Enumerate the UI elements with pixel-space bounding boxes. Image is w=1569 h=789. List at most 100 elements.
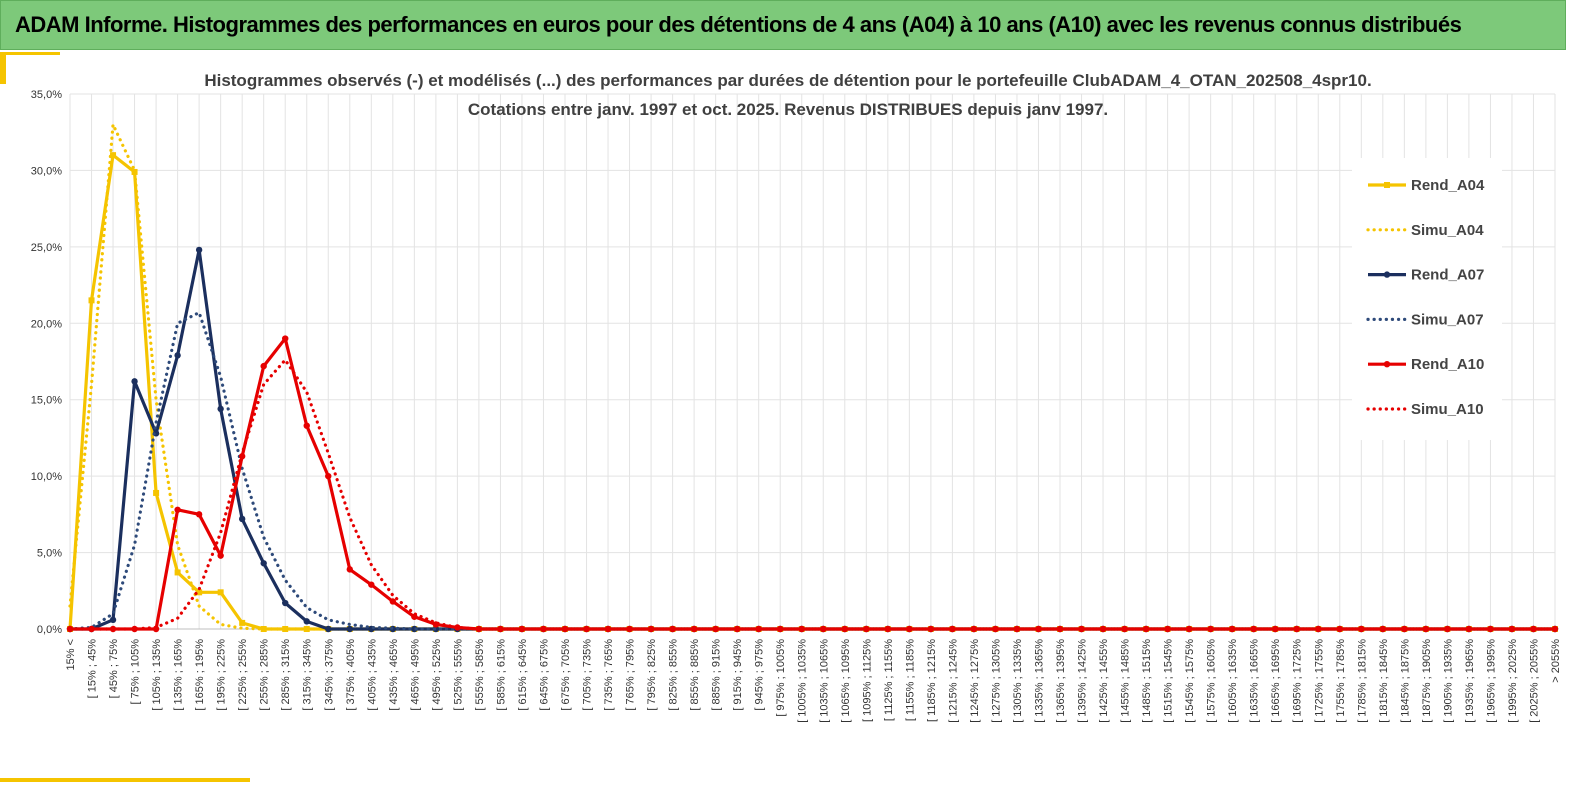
legend-label: Rend_A04 [1411, 177, 1485, 194]
x-axis-ticks: 15% < [ 15% ; 45% [ 45% ; 75% [ 75% ; 105% [… [65, 639, 1562, 723]
x-tick-label: [ 1935% ; 1965% [1464, 639, 1476, 723]
x-tick-label: [ 225% ; 255% [237, 639, 249, 711]
data-point [992, 625, 999, 633]
y-tick-label: 20,0% [31, 318, 62, 330]
data-point [411, 625, 418, 633]
data-point [217, 589, 224, 596]
data-point [325, 625, 332, 633]
data-point [712, 625, 719, 633]
legend-label: Simu_A10 [1411, 401, 1484, 418]
x-tick-label: [ 465% ; 495% [409, 639, 421, 711]
data-point [1530, 625, 1537, 633]
x-tick-label: [ 765% ; 795% [625, 639, 637, 711]
data-point [1078, 625, 1085, 633]
x-tick-label: [ 645% ; 675% [538, 639, 550, 711]
x-tick-label: [ 405% ; 435% [366, 639, 378, 711]
data-point [109, 616, 117, 624]
x-tick-label: [ 855% ; 885% [689, 639, 701, 711]
chart-title: Histogrammes observés (-) et modélisés (… [204, 71, 1371, 90]
x-tick-label: [ 615% ; 645% [517, 639, 529, 711]
data-point [88, 625, 95, 633]
data-point [195, 511, 203, 518]
series-line [68, 310, 1557, 631]
series-line [68, 122, 1557, 631]
x-tick-label: [ 1245% ; 1275% [969, 639, 981, 723]
y-tick-label: 35,0% [31, 89, 62, 101]
data-point [1315, 625, 1322, 633]
x-tick-label: [ 1305% ; 1335% [1012, 639, 1024, 723]
data-point [540, 625, 547, 633]
y-tick-label: 25,0% [31, 242, 62, 254]
x-tick-label: [ 1215% ; 1245% [947, 639, 959, 723]
data-point [174, 569, 181, 576]
x-tick-label: [ 1995% ; 2025% [1507, 639, 1519, 723]
series-Simu_A07 [68, 310, 1557, 631]
series-line [70, 336, 1555, 631]
data-point [1444, 625, 1451, 633]
data-point [131, 378, 138, 385]
x-tick-label: [ 705% ; 735% [582, 639, 594, 711]
x-tick-label: [ 315% ; 345% [302, 639, 314, 711]
banner-title: ADAM Informe. Histogrammes des performan… [15, 12, 1462, 37]
x-tick-label: [ 1485% ; 1515% [1141, 639, 1153, 723]
x-tick-label: [ 135% ; 165% [173, 639, 185, 711]
data-point [239, 619, 246, 626]
x-tick-label: [ 495% ; 525% [431, 639, 443, 711]
x-tick-label: [ 915% ; 945% [732, 639, 744, 711]
legend-label: Rend_A07 [1411, 267, 1484, 284]
series-Simu_A04 [68, 122, 1557, 631]
x-tick-label: [ 1575% ; 1605% [1206, 639, 1218, 723]
x-tick-label: [ 795% ; 825% [646, 639, 658, 711]
x-tick-label: [ 1425% ; 1455% [1098, 639, 1110, 723]
data-point [282, 335, 289, 342]
x-tick-label: [ 1545% ; 1575% [1184, 639, 1196, 723]
data-point [1358, 625, 1365, 633]
data-point [217, 405, 224, 413]
data-point [110, 152, 117, 159]
series-Simu_A10 [68, 358, 1557, 631]
x-tick-label: [ 1155% ; 1185% [904, 639, 916, 721]
data-point [196, 589, 203, 596]
x-tick-label: [ 195% ; 225% [216, 639, 228, 711]
data-point [863, 625, 870, 633]
x-tick-label: [ 285% ; 315% [280, 639, 292, 711]
data-point [346, 625, 353, 633]
x-tick-label: [ 1905% ; 1935% [1442, 639, 1454, 723]
x-tick-label: [ 75% ; 105% [130, 639, 142, 705]
data-point [325, 472, 332, 480]
data-point [238, 515, 246, 523]
data-point [174, 352, 181, 359]
legend-label: Rend_A10 [1411, 356, 1484, 373]
data-point [1272, 625, 1279, 633]
data-point [195, 246, 203, 254]
x-tick-label: [ 1695% ; 1725% [1292, 639, 1304, 723]
chart-grid [69, 93, 1556, 630]
data-point [755, 625, 762, 633]
x-tick-label: [ 435% ; 465% [388, 639, 400, 711]
legend-label: Simu_A07 [1411, 311, 1484, 328]
x-tick-label: [ 375% ; 405% [345, 639, 357, 711]
x-tick-label: [ 585% ; 615% [495, 639, 507, 711]
data-point [497, 625, 504, 633]
y-tick-label: 5,0% [37, 548, 62, 560]
data-point [1228, 625, 1236, 633]
data-point [389, 598, 397, 605]
x-tick-label: [ 1515% ; 1545% [1163, 639, 1175, 723]
x-tick-label: [ 1395% ; 1425% [1077, 639, 1089, 723]
x-tick-label: [ 1095% ; 1125% [861, 639, 873, 722]
chart-legend: Rend_A04 Simu_A04 Rend_A07 Simu_A07 Rend_A10… [1352, 158, 1502, 440]
x-tick-label: [ 255% ; 285% [259, 639, 271, 711]
x-tick-label: [ 555% ; 585% [474, 639, 486, 711]
data-point [88, 297, 95, 304]
x-tick-label: [ 1125% ; 1155% [883, 639, 895, 721]
x-tick-label: [ 1665% ; 1695% [1270, 639, 1282, 723]
data-point [906, 625, 913, 633]
data-point [260, 560, 267, 567]
x-tick-label: [ 1965% ; 1995% [1485, 639, 1497, 723]
data-point [1401, 625, 1408, 633]
x-tick-label: [ 1005% ; 1035% [797, 639, 809, 723]
x-tick-label: [ 1035% ; 1065% [818, 639, 830, 723]
data-point [626, 625, 633, 633]
x-tick-label: [ 1725% ; 1755% [1313, 639, 1325, 723]
legend-marker [1383, 271, 1391, 278]
